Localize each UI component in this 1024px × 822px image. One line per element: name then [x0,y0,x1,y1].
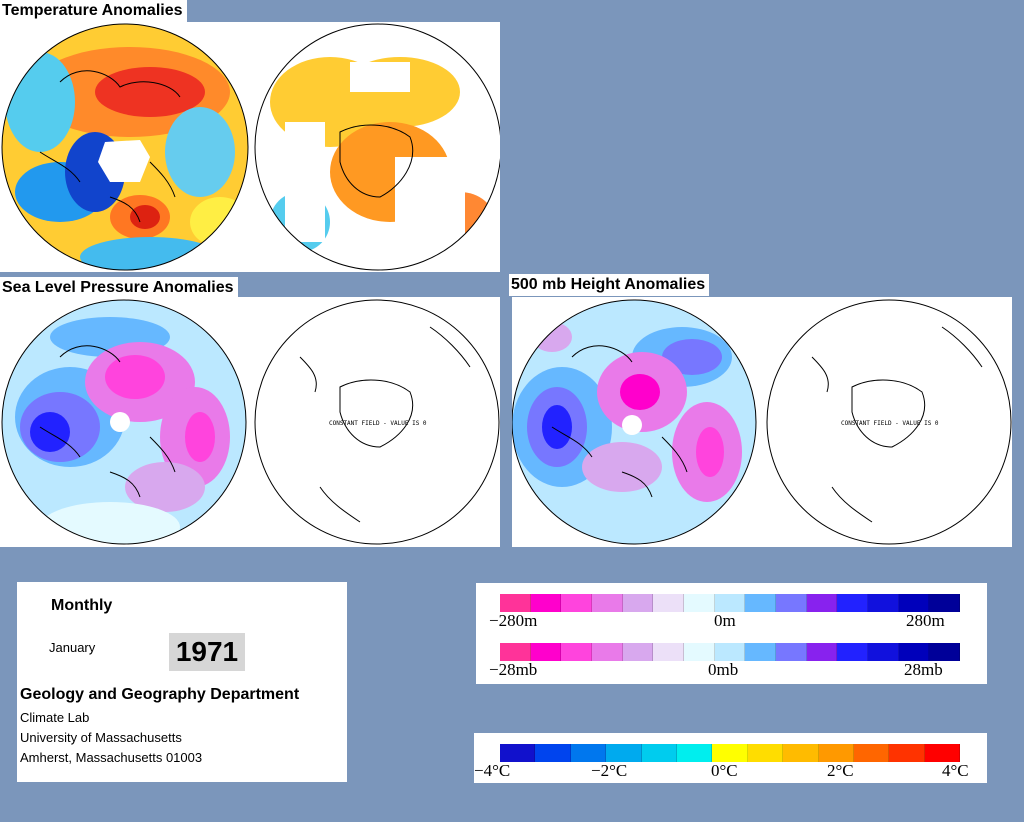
pressure-color-swatch [561,643,593,661]
height-scale-left: −280m [489,611,538,630]
temperature-color-swatch [747,744,784,762]
university-label: University of Massachusetts [20,730,182,745]
height-maps-panel: CONSTANT FIELD - VALUE IS 0 [512,297,1012,547]
pressure-color-swatch [837,643,869,661]
temperature-color-bar [500,744,961,762]
pressure-color-swatch [745,643,777,661]
pressure-color-swatch [592,643,623,661]
height-color-swatch [684,594,715,612]
height-color-swatch [653,594,685,612]
pressure-color-swatch [776,643,807,661]
year-label: 1971 [169,633,245,671]
department-label: Geology and Geography Department [20,686,300,703]
pressure-scale-right: 28mb [904,660,943,679]
temperature-maps-panel [0,22,500,272]
height-color-swatch [500,594,531,612]
height-color-swatch [592,594,623,612]
slp-constant-field-text: CONSTANT FIELD - VALUE IS 0 [329,420,427,427]
address-label: Amherst, Massachusetts 01003 [20,750,203,765]
lab-label: Climate Lab [20,710,90,725]
slp-globes: CONSTANT FIELD - VALUE IS 0 [1,299,500,545]
pressure-color-bar [500,643,961,661]
pressure-color-swatch [714,643,746,661]
temperature-color-swatch [853,744,890,762]
temperature-color-swatch [676,744,713,762]
temp-scale-2: −2°C [591,761,628,780]
pressure-color-swatch [500,643,531,661]
month-label: January [49,640,96,655]
info-box: Monthly January 1971 Geology and Geograp… [17,582,347,782]
pressure-color-swatch [622,643,654,661]
temperature-anomalies-title: Temperature Anomalies [0,0,187,22]
pressure-color-swatch [929,643,961,661]
pressure-scale-left: −28mb [489,660,538,679]
temperature-legend: −4°C −2°C 0°C 2°C 4°C [474,733,987,783]
height-color-swatch [530,594,562,612]
temperature-color-swatch [712,744,748,762]
temperature-color-swatch [500,744,536,762]
height-color-swatch [745,594,777,612]
temp-scale-3: 0°C [711,761,738,780]
height-color-swatch [561,594,593,612]
height-color-swatch [622,594,654,612]
temperature-color-swatch [783,744,819,762]
height-color-bar [500,594,961,612]
temp-scale-4: 2°C [827,761,854,780]
temperature-color-swatch [889,744,925,762]
height-color-swatch [837,594,869,612]
height-scale-mid: 0m [714,611,736,630]
height-globes: CONSTANT FIELD - VALUE IS 0 [512,299,1012,545]
pressure-scale-mid: 0mb [708,660,739,679]
temperature-color-swatch [535,744,571,762]
height-color-swatch [714,594,746,612]
pressure-color-swatch [868,643,899,661]
period-label: Monthly [51,597,113,614]
pressure-color-swatch [530,643,562,661]
height-color-swatch [868,594,899,612]
temperature-color-swatch [570,744,607,762]
temperature-globe-left [1,23,500,271]
height-color-swatch [776,594,807,612]
pressure-color-swatch [653,643,685,661]
pressure-color-swatch [898,643,930,661]
temperature-color-swatch [641,744,677,762]
temp-scale-1: −4°C [474,761,511,780]
slp-anomalies-title: Sea Level Pressure Anomalies [0,277,238,299]
height-color-swatch [898,594,930,612]
temperature-color-swatch [606,744,642,762]
temp-scale-5: 4°C [942,761,969,780]
pressure-color-swatch [806,643,838,661]
pressure-color-swatch [684,643,715,661]
height-anomalies-title: 500 mb Height Anomalies [509,274,710,296]
temperature-color-swatch [818,744,854,762]
height-pressure-legend: −280m 0m 280m −28mb 0mb 28mb [476,583,987,684]
height-scale-right: 280m [906,611,945,630]
height-color-swatch [806,594,838,612]
temperature-color-swatch [924,744,961,762]
height-color-swatch [929,594,961,612]
height-constant-field-text: CONSTANT FIELD - VALUE IS 0 [841,420,939,427]
slp-maps-panel: CONSTANT FIELD - VALUE IS 0 [0,297,500,547]
